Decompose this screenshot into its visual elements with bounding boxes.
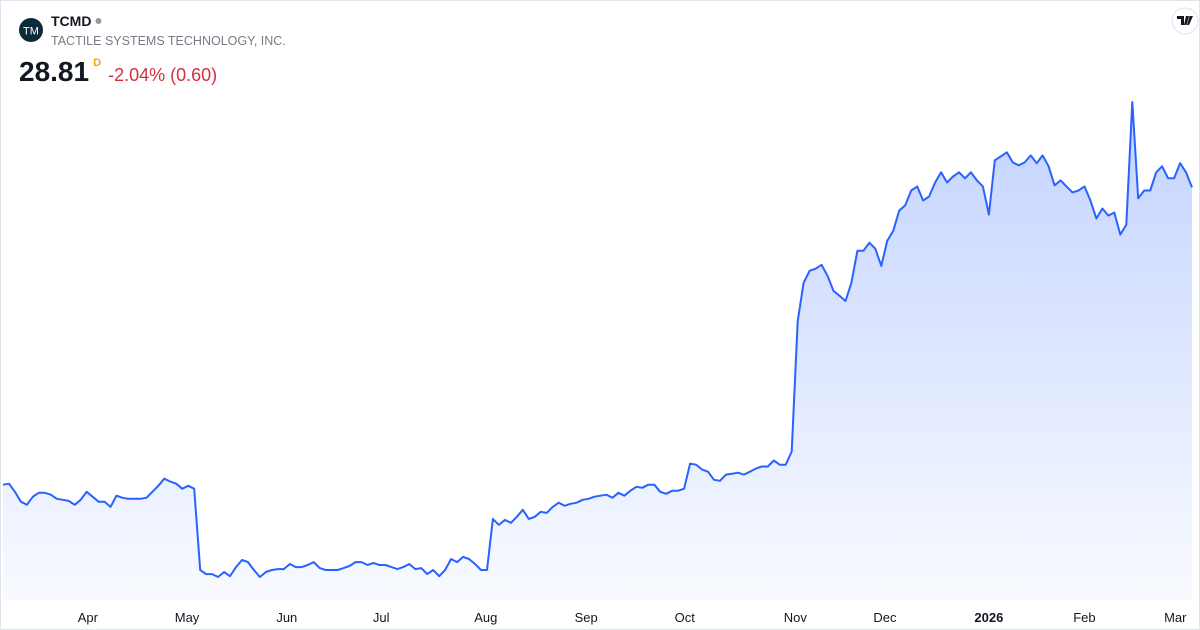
x-axis: Apr May Jun Jul Aug Sep Oct Nov Dec 2026 Feb Mar <box>78 610 1187 625</box>
plot-area <box>2 101 1193 600</box>
area-fill <box>3 102 1192 600</box>
symbol: TCMD <box>51 13 91 29</box>
price-change: -2.04% (0.60) <box>108 65 217 85</box>
company-name: TACTILE SYSTEMS TECHNOLOGY, INC. <box>51 34 286 48</box>
logo-text: TM <box>23 26 39 38</box>
x-tick-label: Aug <box>474 610 497 625</box>
x-tick-label: May <box>175 610 200 625</box>
x-tick-label: Apr <box>78 610 99 625</box>
x-tick-label: Mar <box>1164 610 1187 625</box>
status-dot <box>95 18 102 24</box>
x-tick-label: Nov <box>784 610 808 625</box>
x-tick-label: Jul <box>373 610 390 625</box>
x-tick-label: Sep <box>575 610 598 625</box>
x-tick-label: Jun <box>276 610 297 625</box>
interval: D <box>93 57 101 69</box>
logo <box>19 18 43 42</box>
price-line <box>2 101 1193 578</box>
x-tick-label: Feb <box>1073 610 1095 625</box>
x-tick-label: Oct <box>675 610 696 625</box>
x-tick-label: 2026 <box>974 610 1003 625</box>
price: 28.81 <box>19 56 89 87</box>
x-tick-label: Dec <box>873 610 897 625</box>
tradingview-logo <box>1171 7 1199 35</box>
